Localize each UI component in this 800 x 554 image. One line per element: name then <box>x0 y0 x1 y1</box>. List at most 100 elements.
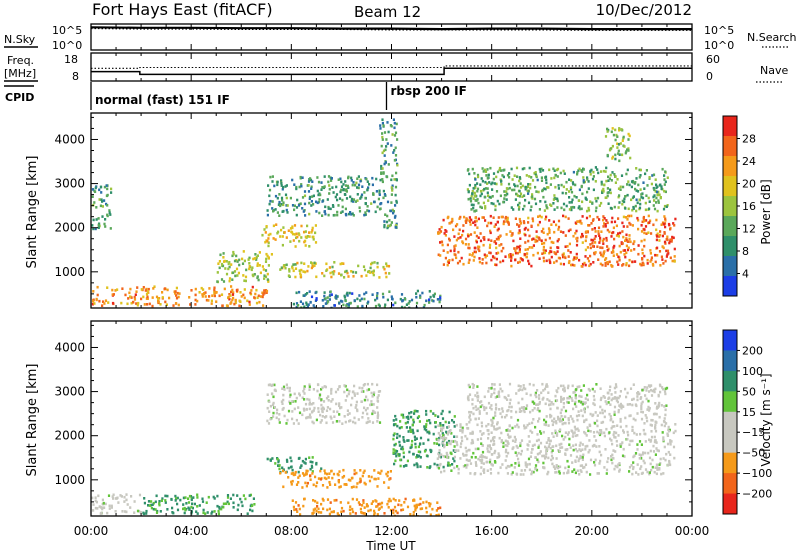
data-cell <box>326 301 329 305</box>
data-cell <box>152 507 155 511</box>
data-cell <box>328 512 331 516</box>
data-cell <box>555 168 559 172</box>
data-cell <box>498 235 501 238</box>
data-cell <box>287 409 291 413</box>
data-cell <box>332 510 335 513</box>
data-cell <box>114 289 117 292</box>
data-cell <box>371 293 374 296</box>
data-cell <box>579 464 582 468</box>
data-cell <box>381 180 384 184</box>
data-cell <box>429 513 432 516</box>
data-cell <box>236 288 239 292</box>
data-cell <box>658 415 661 419</box>
data-cell <box>376 400 380 403</box>
data-cell <box>100 198 103 201</box>
data-cell <box>665 249 668 253</box>
data-cell <box>188 508 191 511</box>
data-cell <box>291 479 294 483</box>
data-cell <box>546 186 549 189</box>
data-cell <box>475 199 478 202</box>
data-cell <box>586 426 589 429</box>
data-cell <box>610 426 613 430</box>
data-cell <box>290 483 293 486</box>
data-cell <box>439 455 442 459</box>
data-cell <box>543 423 546 426</box>
data-cell <box>545 181 548 185</box>
data-cell <box>298 507 301 511</box>
data-cell <box>280 266 283 269</box>
data-cell <box>480 206 483 209</box>
data-cell <box>649 449 652 453</box>
data-cell <box>646 258 649 262</box>
data-cell <box>490 431 493 434</box>
data-cell <box>630 249 633 252</box>
data-cell <box>608 412 611 416</box>
data-cell <box>559 384 563 388</box>
data-cell <box>443 469 446 473</box>
data-cell <box>579 400 583 404</box>
data-cell <box>359 178 362 182</box>
data-cell <box>527 444 530 447</box>
data-cell <box>452 228 455 232</box>
data-cell <box>531 193 534 196</box>
data-cell <box>634 418 637 422</box>
data-cell <box>632 205 635 209</box>
data-cell <box>591 177 595 181</box>
data-cell <box>621 441 624 444</box>
data-cell <box>610 264 613 267</box>
data-cell <box>575 414 579 418</box>
colorbar-swatch <box>723 276 737 297</box>
data-cell <box>317 507 320 511</box>
data-cell <box>454 253 457 257</box>
data-cell <box>601 189 604 193</box>
data-cell <box>567 418 570 422</box>
data-cell <box>135 290 138 293</box>
data-cell <box>617 410 620 414</box>
data-cell <box>361 304 364 308</box>
data-cell <box>459 457 462 460</box>
data-cell <box>653 388 656 392</box>
data-cell <box>317 193 320 197</box>
data-cell <box>402 438 405 442</box>
data-cell <box>301 472 305 475</box>
data-cell <box>319 193 322 197</box>
data-cell <box>303 387 306 390</box>
data-cell <box>605 472 608 475</box>
data-cell <box>359 299 362 302</box>
data-cell <box>336 295 339 298</box>
data-cell <box>533 407 536 410</box>
data-cell <box>630 198 633 202</box>
data-cell <box>339 406 342 410</box>
data-cell <box>494 414 497 417</box>
data-cell <box>519 186 523 189</box>
data-cell <box>281 243 284 247</box>
data-cell <box>472 206 475 210</box>
data-cell <box>650 384 653 387</box>
data-cell <box>443 232 446 235</box>
data-cell <box>481 444 484 447</box>
data-cell <box>470 455 473 459</box>
data-cell <box>226 496 230 499</box>
data-cell <box>360 297 363 301</box>
data-cell <box>610 458 613 462</box>
data-cell <box>279 268 282 271</box>
data-cell <box>236 274 239 277</box>
data-cell <box>305 303 308 306</box>
data-cell <box>662 438 665 442</box>
data-cell <box>496 456 499 459</box>
data-cell <box>660 404 663 407</box>
data-cell <box>449 221 452 225</box>
data-cell <box>326 198 329 201</box>
data-cell <box>610 398 613 402</box>
data-cell <box>524 233 527 237</box>
data-cell <box>567 396 570 400</box>
data-cell <box>555 389 558 392</box>
data-cell <box>366 398 369 402</box>
data-cell <box>485 424 488 428</box>
data-cell <box>654 453 657 456</box>
data-cell <box>218 266 221 270</box>
data-cell <box>95 298 98 302</box>
data-cell <box>107 494 111 497</box>
data-cell <box>99 204 102 208</box>
data-cell <box>489 447 492 450</box>
